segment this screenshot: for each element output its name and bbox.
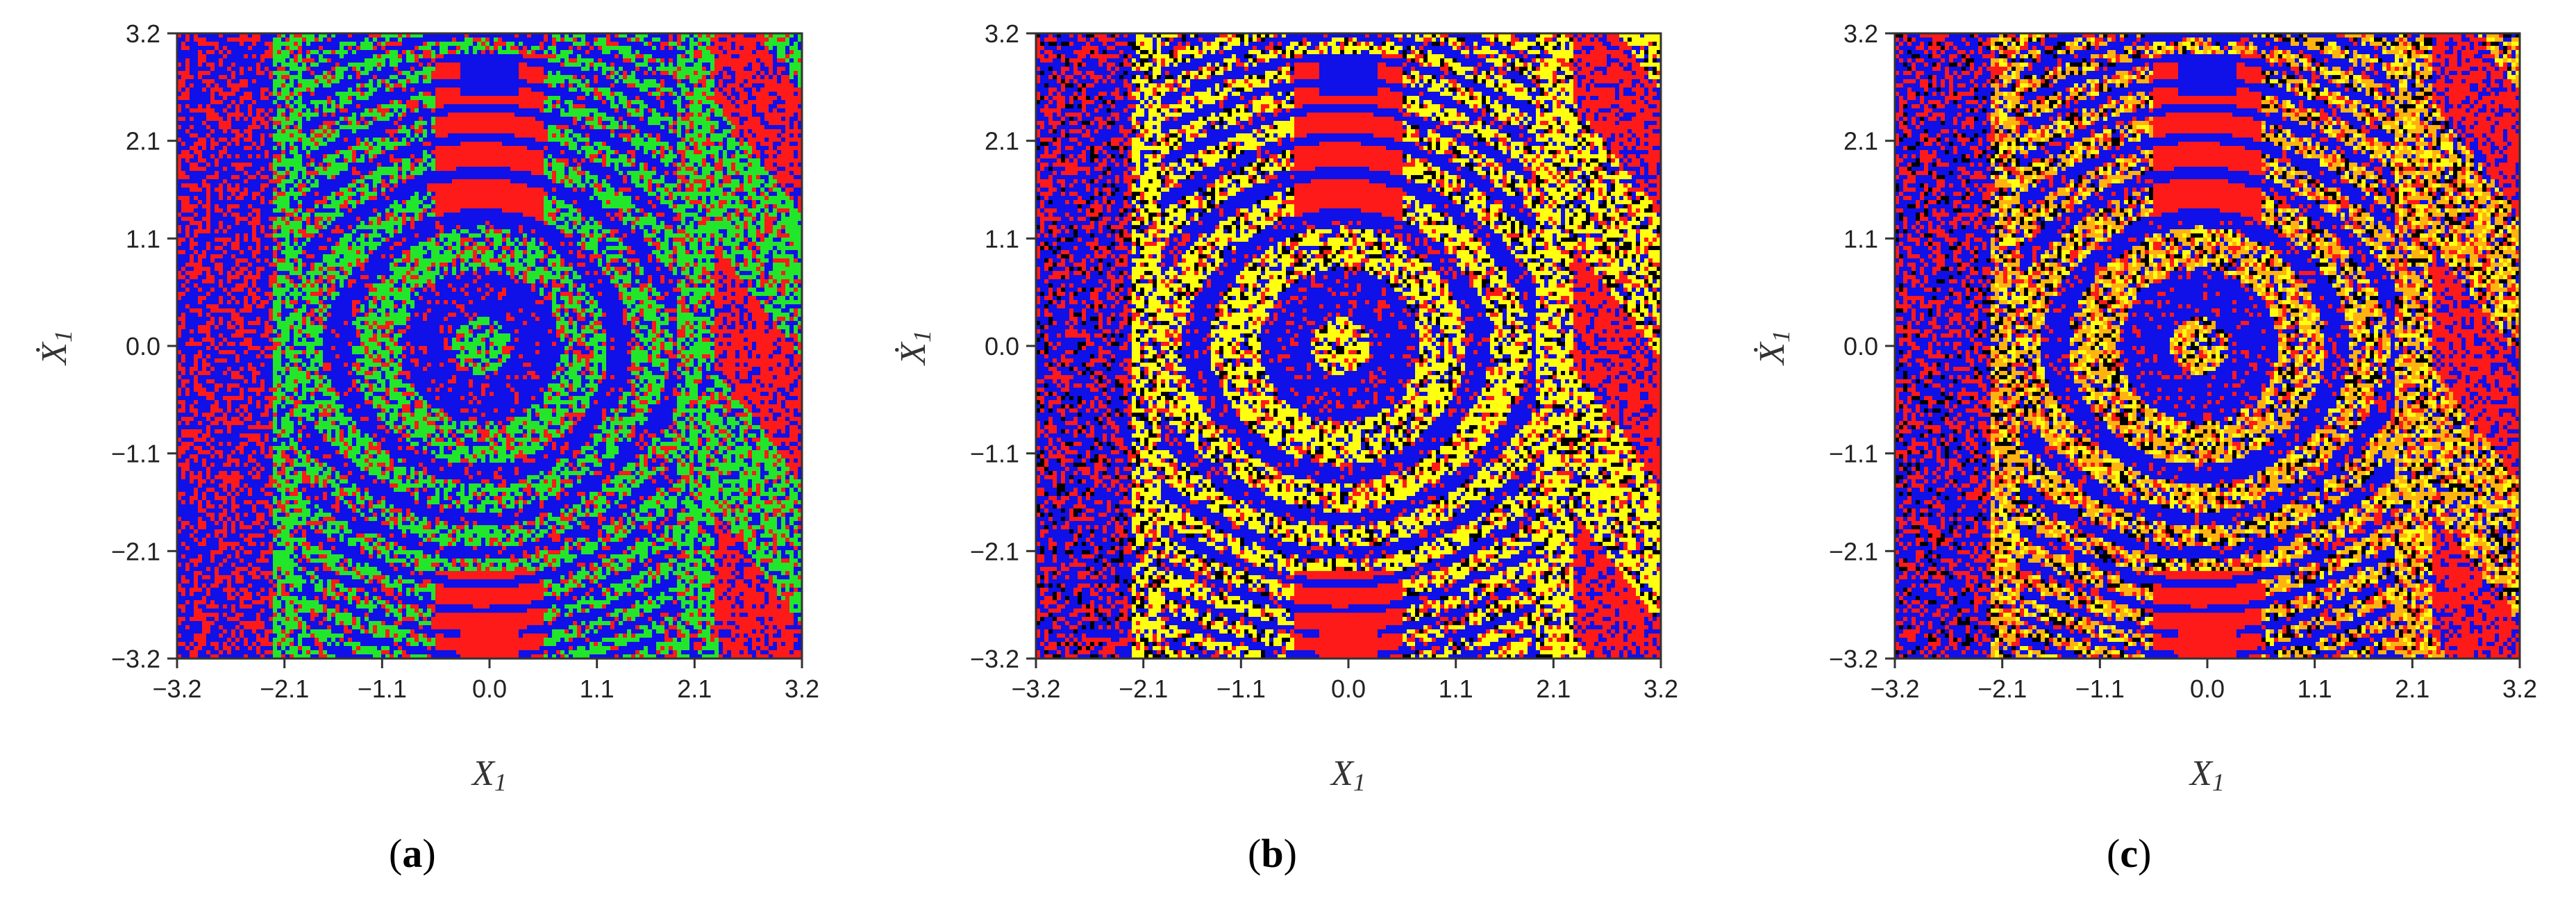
x-tick-label-a: 2.1 <box>677 675 712 703</box>
y-tick-label-a: 1.1 <box>126 224 160 253</box>
y-tick-label-b: 0.0 <box>985 332 1019 361</box>
y-tick-label-b: 1.1 <box>985 224 1019 253</box>
panel-b: −3.2 −2.1 −1.1 0.0 1.1 2.1 3.2 3.2 2.1 1.1 0.0 −1.… <box>859 0 1717 910</box>
plot-area-a: −3.2 −2.1 −1.1 0.0 1.1 2.1 3.2 3.2 2.1 1.1 0.0 −1.… <box>111 19 819 703</box>
x-axis-title-a: X1 <box>471 754 507 796</box>
panel-label-b: (b) <box>1248 830 1297 877</box>
y-tick-label-c: 0.0 <box>1843 332 1878 361</box>
y-tick-label-c: 2.1 <box>1843 127 1878 156</box>
y-tick-label-a: 2.1 <box>126 127 160 156</box>
plot-area-b: −3.2 −2.1 −1.1 0.0 1.1 2.1 3.2 3.2 2.1 1.1 0.0 −1.… <box>970 19 1678 703</box>
panel-a: −3.2 −2.1 −1.1 0.0 1.1 2.1 3.2 3.2 2.1 1.1 0.0 −1.… <box>0 0 858 910</box>
y-tick-label-a: 3.2 <box>126 19 160 48</box>
x-tick-label-b: −2.1 <box>1119 675 1168 703</box>
y-tick-label-c: −1.1 <box>1829 440 1878 468</box>
x-tick-label-a: 1.1 <box>580 675 614 703</box>
x-tick-label-a: 0.0 <box>472 675 507 703</box>
y-tick-label-c: 1.1 <box>1843 224 1878 253</box>
x-tick-label-c: −1.1 <box>2075 675 2125 703</box>
panel-label-a: (a) <box>389 830 436 877</box>
x-axis-title-c: X1 <box>2189 754 2225 796</box>
panel-label-c: (c) <box>2107 830 2151 877</box>
x-tick-label-c: 3.2 <box>2502 675 2537 703</box>
y-axis-title-b: Ẋ1 <box>894 330 936 366</box>
x-tick-label-b: −3.2 <box>1011 675 1060 703</box>
plot-area-c: −3.2 −2.1 −1.1 0.0 1.1 2.1 3.2 3.2 2.1 1.1 0.0 −1.… <box>1829 19 2537 703</box>
y-tick-label-a: 0.0 <box>126 332 160 361</box>
x-tick-label-c: 0.0 <box>2190 675 2225 703</box>
x-tick-label-c: 2.1 <box>2395 675 2429 703</box>
x-axis-title-b: X1 <box>1330 754 1366 796</box>
x-tick-label-b: −1.1 <box>1216 675 1266 703</box>
y-tick-label-c: 3.2 <box>1843 19 1878 48</box>
x-tick-label-c: −2.1 <box>1977 675 2027 703</box>
x-tick-label-a: −3.2 <box>152 675 201 703</box>
y-tick-label-b: −1.1 <box>970 440 1019 468</box>
x-tick-label-a: 3.2 <box>785 675 819 703</box>
x-tick-label-a: −2.1 <box>260 675 309 703</box>
y-tick-label-b: −2.1 <box>970 537 1019 565</box>
y-tick-label-b: −3.2 <box>970 645 1019 673</box>
x-tick-label-c: −3.2 <box>1870 675 1919 703</box>
chart-b-svg: −3.2 −2.1 −1.1 0.0 1.1 2.1 3.2 3.2 2.1 1.1 0.0 −1.… <box>859 0 1717 827</box>
basin-texture-c <box>1895 33 2520 659</box>
x-tick-label-b: 3.2 <box>1644 675 1678 703</box>
x-tick-label-c: 1.1 <box>2298 675 2332 703</box>
y-tick-label-a: −1.1 <box>111 440 160 468</box>
y-axis-title-a: Ẋ1 <box>35 330 77 366</box>
y-tick-label-b: 3.2 <box>985 19 1019 48</box>
chart-a-svg: −3.2 −2.1 −1.1 0.0 1.1 2.1 3.2 3.2 2.1 1.1 0.0 −1.… <box>0 0 858 827</box>
x-tick-label-b: 2.1 <box>1536 675 1571 703</box>
y-tick-label-a: −2.1 <box>111 537 160 565</box>
y-axis-title-c: Ẋ1 <box>1753 330 1795 366</box>
y-tick-label-c: −3.2 <box>1829 645 1878 673</box>
y-tick-label-c: −2.1 <box>1829 537 1878 565</box>
chart-c-svg: −3.2 −2.1 −1.1 0.0 1.1 2.1 3.2 3.2 2.1 1.1 0.0 −1.… <box>1718 0 2576 827</box>
basin-texture-b <box>1036 33 1662 659</box>
y-tick-label-a: −3.2 <box>111 645 160 673</box>
x-tick-label-a: −1.1 <box>358 675 407 703</box>
x-tick-label-b: 1.1 <box>1439 675 1473 703</box>
panel-c: −3.2 −2.1 −1.1 0.0 1.1 2.1 3.2 3.2 2.1 1.1 0.0 −1.… <box>1718 0 2576 910</box>
x-tick-label-b: 0.0 <box>1331 675 1366 703</box>
y-tick-label-b: 2.1 <box>985 127 1019 156</box>
basin-texture-a <box>177 33 803 659</box>
